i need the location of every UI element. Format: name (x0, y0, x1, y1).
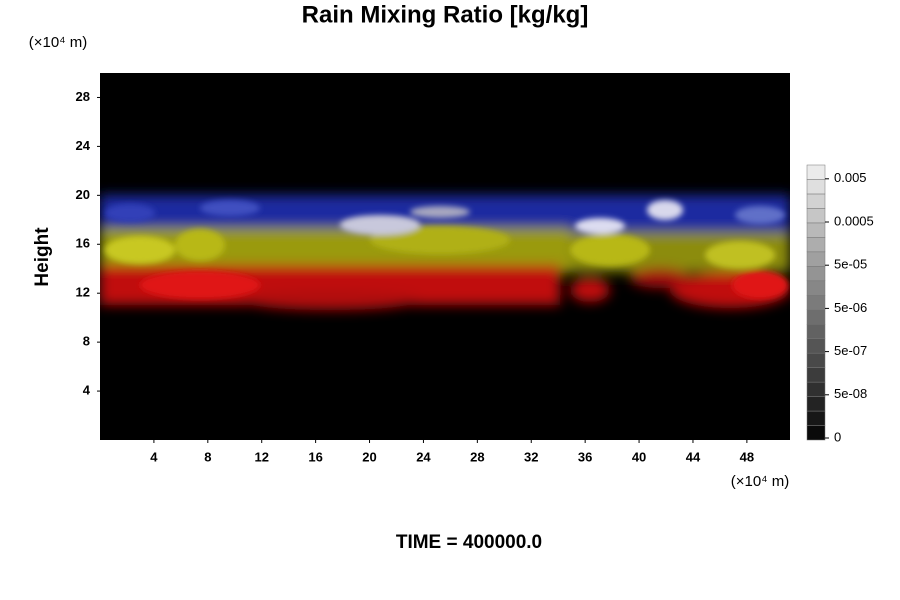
colorbar-band (806, 381, 826, 397)
y-tick-label: 28 (76, 89, 90, 104)
field-image (100, 73, 790, 440)
colorbar-tick-label: 0 (834, 429, 841, 444)
colorbar-tick-label: 0.005 (834, 170, 867, 185)
colorbar-band (806, 266, 826, 282)
colorbar-band (806, 179, 826, 195)
x-tick-label: 40 (632, 449, 646, 464)
colorbar-band (806, 396, 826, 412)
x-tick-label: 48 (740, 449, 754, 464)
colorbar-tick-label: 5e-07 (834, 343, 867, 358)
chart-title: Rain Mixing Ratio [kg/kg] (302, 1, 589, 28)
colorbar-band (806, 425, 826, 441)
x-tick-label: 8 (204, 449, 211, 464)
y-tick-label: 8 (83, 334, 90, 349)
y-tick-label: 12 (76, 285, 90, 300)
colorbar-band (806, 237, 826, 253)
x-tick-label: 36 (578, 449, 592, 464)
x-tick-label: 28 (470, 449, 484, 464)
y-tick-label: 24 (76, 138, 91, 153)
colorbar-tick-label: 5e-08 (834, 386, 867, 401)
colorbar-tick-label: 5e-06 (834, 300, 867, 315)
y-tick-label: 16 (76, 236, 90, 251)
x-tick-label: 12 (254, 449, 268, 464)
x-tick-label: 44 (686, 449, 701, 464)
x-tick-label: 24 (416, 449, 431, 464)
colorbar-band (806, 323, 826, 339)
colorbar-band (806, 352, 826, 368)
x-unit: (×10⁴ m) (731, 473, 790, 490)
x-tick-label: 32 (524, 449, 538, 464)
time-annotation: TIME = 400000.0 (396, 532, 542, 553)
colorbar-band (806, 193, 826, 209)
x-tick-label: 4 (150, 449, 158, 464)
colorbar-band (806, 280, 826, 296)
colorbar-band (806, 309, 826, 325)
colorbar-tick-label: 5e-05 (834, 257, 867, 272)
colorbar-band (806, 367, 826, 383)
y-tick-label: 4 (83, 383, 91, 398)
y-unit: (×10⁴ m) (29, 34, 88, 51)
colorbar-band (806, 295, 826, 310)
x-tick-label: 20 (362, 449, 376, 464)
colorbar-band (806, 208, 826, 224)
colorbar-band (806, 164, 826, 180)
colorbar-band (806, 251, 826, 267)
x-tick-label: 16 (308, 449, 322, 464)
colorbar-band (806, 338, 826, 354)
colorbar-band (806, 222, 826, 238)
y-axis-label: Height (32, 227, 53, 287)
colorbar: 0 5e-08 5e-07 5e-06 5e-05 0.0005 0.005 (806, 164, 874, 444)
colorbar-tick-label: 0.0005 (834, 213, 874, 228)
y-tick-label: 20 (76, 187, 90, 202)
colorbar-band (806, 410, 826, 426)
